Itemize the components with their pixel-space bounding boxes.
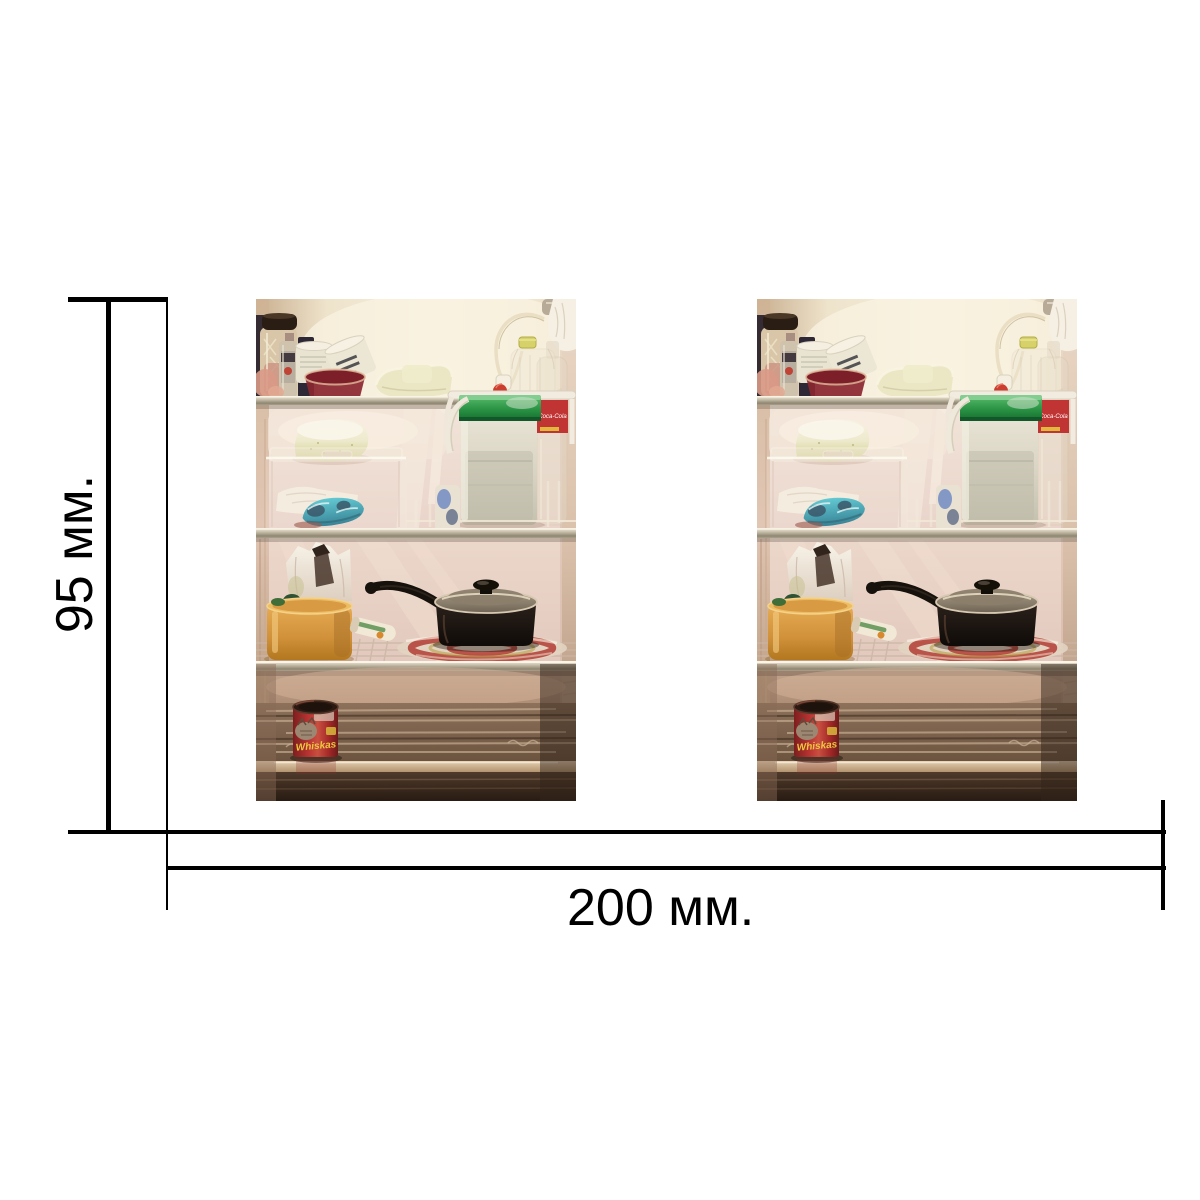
- glass-shelf-bottom: [256, 703, 576, 801]
- fridge-photo-right: [757, 299, 1077, 801]
- width-dimension-label: 200 мм.: [567, 879, 755, 937]
- tupperware: [264, 597, 354, 665]
- water-jug: [444, 395, 541, 525]
- extension-line-left: [166, 297, 168, 910]
- height-dimension-label: 95 мм.: [46, 474, 104, 634]
- blue-packet: [435, 485, 460, 531]
- fridge-photo-left: Coca-Cola: [256, 299, 576, 801]
- jelly-bowl: [304, 368, 366, 397]
- green-lid-bit: [271, 598, 285, 606]
- bottle-cap: [518, 336, 537, 349]
- butter-dish: [374, 363, 454, 398]
- whiskas-can: Whiskas: [290, 699, 342, 774]
- fridge-scene: Coca-Cola: [256, 299, 576, 801]
- clear-drawer: [265, 447, 407, 532]
- slim-canister: [279, 341, 297, 397]
- jug-handle: [444, 396, 470, 454]
- plastic-bag: [547, 299, 576, 352]
- shelf-bar-middle: [256, 528, 576, 542]
- dimension-line-vertical: [106, 297, 111, 833]
- dimension-tick-top: [68, 297, 167, 302]
- tube-package: [349, 616, 396, 641]
- dimension-line-horizontal: [166, 866, 1166, 870]
- baseline-horizontal: [68, 830, 1166, 834]
- extension-line-right: [1161, 800, 1165, 910]
- cola-script-text: Coca-Cola: [538, 414, 567, 420]
- saucepan: [365, 579, 539, 652]
- whiskas-text: Whiskas: [295, 739, 337, 754]
- shelf-bar-top: [256, 395, 464, 409]
- pan-knob: [473, 579, 499, 591]
- torn-white-bag: [286, 542, 352, 601]
